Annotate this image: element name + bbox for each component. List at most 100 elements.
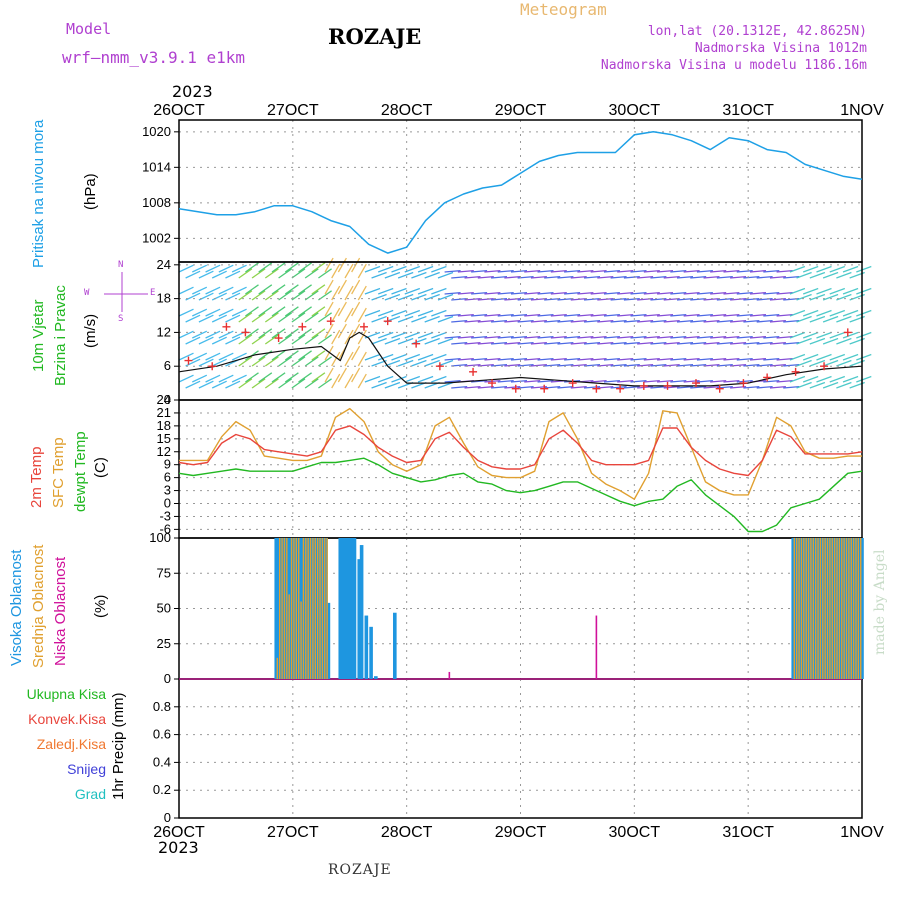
wind-arrow (590, 335, 607, 339)
wind-arrow (278, 356, 293, 367)
wind-arrow (564, 313, 581, 317)
cloud-mid-bar (297, 538, 300, 679)
wind-arrow (497, 335, 514, 339)
wind-arrow (497, 313, 514, 317)
wind-arrow (557, 319, 574, 323)
wind-arrow (650, 319, 667, 323)
wind-arrow (610, 385, 627, 389)
pressure-line (178, 131, 863, 254)
wind-gust-marker (820, 362, 829, 371)
wind-arrow (577, 357, 594, 361)
wind-arrow (623, 319, 640, 323)
wind-arrow (577, 291, 594, 295)
x-tick-label-bottom: 1NOV (840, 824, 884, 841)
wind-arrow (464, 275, 481, 279)
temp2m-line (178, 425, 863, 477)
wind-arrow (504, 363, 521, 367)
wind-arrow (205, 352, 221, 361)
wind-arrow (544, 341, 561, 345)
wind-arrow (663, 275, 680, 279)
wind-arrow (683, 335, 700, 339)
wind-arrow (411, 359, 427, 367)
wind-arrow (278, 378, 293, 389)
wind-arrow (537, 335, 554, 339)
wind-arrow (411, 293, 427, 301)
wind-arrow (802, 265, 819, 273)
cloud-high-bar (286, 538, 290, 679)
wind-arrow (417, 265, 434, 273)
wind-arrow (331, 285, 341, 301)
wind-arrow (663, 363, 680, 367)
wind-arrow (192, 352, 208, 361)
wind-arrow (404, 375, 421, 383)
wind-arrow (411, 315, 427, 323)
compass-east: E (150, 288, 156, 298)
x-tick-label-bottom: 26OCT (153, 824, 205, 841)
wind-arrow (364, 353, 381, 361)
wind-arrow (231, 374, 247, 383)
cloud-high-bar (326, 602, 331, 679)
wind-arrow (603, 313, 620, 317)
cloud-mid-bar (319, 538, 321, 679)
wind-arrow (397, 293, 414, 301)
pressure-ytick-label: 1002 (142, 230, 171, 245)
cloud-high-bar (321, 538, 326, 679)
wind-arrow (796, 293, 812, 301)
wind-arrow (544, 363, 561, 367)
wind-arrow (550, 357, 567, 361)
wind-arrow (683, 379, 700, 383)
wind-arrow (298, 350, 312, 361)
cloud-high-bar (300, 538, 305, 679)
wind-arrow (617, 291, 634, 295)
model-label: Model (66, 20, 112, 38)
wind-arrow (371, 315, 387, 323)
pressure-unit: (hPa) (82, 173, 99, 210)
wind-arrow (457, 313, 474, 317)
wind-arrow (769, 363, 786, 367)
wind-arrow (822, 359, 839, 367)
wind-gust-marker (488, 379, 497, 388)
wind-arrow (696, 291, 713, 295)
wind-arrow (856, 375, 872, 383)
wind-arrow (670, 269, 687, 273)
wind-arrow (258, 372, 273, 383)
cloud-high-bar (855, 538, 860, 679)
wind-arrow (264, 378, 279, 389)
wind-arrow (617, 379, 634, 383)
wind-arrow (524, 313, 541, 317)
wind-arrow (491, 275, 508, 279)
wind-arrow (696, 269, 713, 273)
wind-arrow (291, 290, 306, 301)
wind-arrow (769, 341, 786, 345)
wind-gust-marker (222, 322, 231, 331)
wind-arrow (730, 275, 747, 279)
wind-arrow (271, 350, 286, 361)
wind-arrow (271, 262, 286, 273)
wind-arrow (451, 385, 468, 389)
clouds-ytick-label: 75 (157, 565, 171, 580)
wind-arrow (783, 275, 800, 279)
wind-arrow (357, 351, 367, 367)
wind-arrow (437, 271, 454, 279)
wind-arrow (590, 357, 607, 361)
cloud-mid-bar (810, 538, 812, 679)
wind-arrow (683, 291, 700, 295)
wind-arrow (703, 275, 720, 279)
wind-arrow (218, 286, 234, 295)
wind-arrow (763, 291, 780, 295)
wind-arrow (643, 335, 660, 339)
wind-arrow (457, 357, 474, 361)
wind-arrow (304, 290, 319, 301)
cloud-mid-bar (843, 538, 845, 679)
wind-arrow (597, 319, 614, 323)
wind-arrow (530, 275, 547, 279)
cloud-high-bar (819, 538, 824, 679)
wind-arrow (344, 263, 354, 279)
cloud-high-bar (312, 538, 316, 679)
model-elevation-label: Nadmorska Visina u modelu 1186.16m (600, 58, 867, 73)
cloud-mid-bar (803, 538, 805, 679)
wind-arrow (836, 359, 852, 367)
clouds-ytick-label: 25 (157, 636, 171, 651)
wind-arrow (557, 341, 574, 345)
wind-arrow (377, 309, 394, 317)
